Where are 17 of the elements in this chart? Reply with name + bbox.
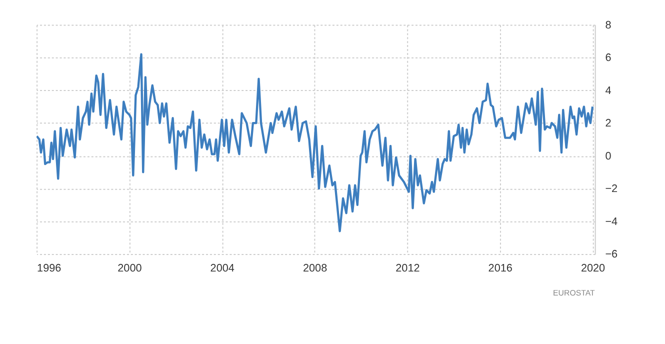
y-tick-label: 8 xyxy=(605,19,612,32)
y-tick-label: 0 xyxy=(605,150,612,162)
x-tick-label: 2000 xyxy=(118,262,142,274)
x-tick-label: 1996 xyxy=(37,262,62,274)
y-tick-label: −6 xyxy=(605,248,618,260)
x-tick-label: 2004 xyxy=(210,262,234,274)
line-series xyxy=(36,53,594,232)
y-tick-label: 2 xyxy=(605,118,612,130)
x-tick-label: 2016 xyxy=(488,262,512,274)
y-tick-label: −2 xyxy=(605,183,618,196)
x-tick-label: 2012 xyxy=(396,262,420,274)
text: EUROSTAT xyxy=(553,288,596,298)
x-tick-label: 2020 xyxy=(580,262,606,274)
y-tick-label: 4 xyxy=(605,84,612,97)
y-tick-label: 6 xyxy=(605,52,612,64)
y-tick-label: −4 xyxy=(605,216,618,228)
x-tick-label: 2008 xyxy=(302,262,328,274)
